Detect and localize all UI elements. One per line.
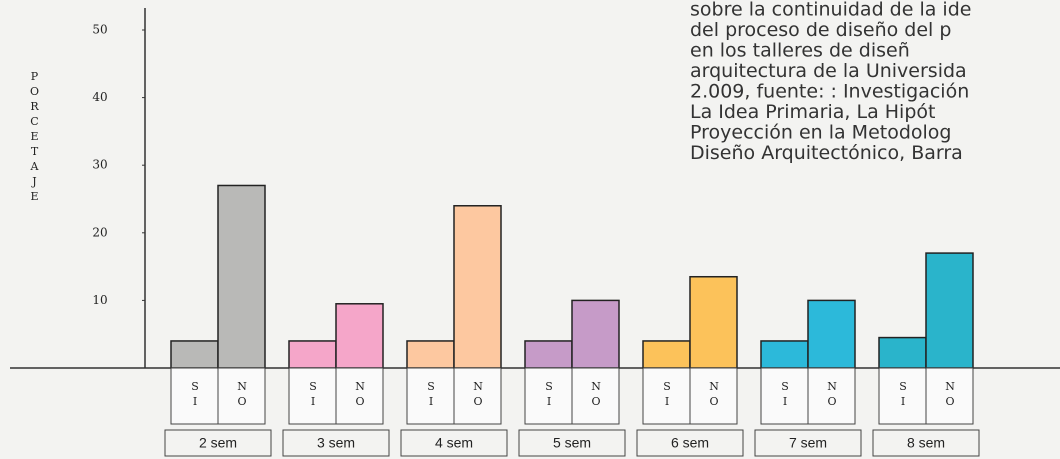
y-axis-label: PORCETAJE (28, 70, 41, 205)
series-box (335, 367, 384, 425)
x-tick-label: 4 sem (435, 435, 473, 451)
category-box (518, 429, 626, 457)
x-tick-label: 3 sem (317, 435, 355, 451)
legend-label: NO (472, 380, 485, 410)
bar (642, 340, 691, 369)
legend-label: SI (307, 380, 320, 410)
annotation-line: del proceso de diseño del p (690, 19, 951, 41)
bar (925, 252, 974, 369)
x-tick-label: 2 sem (199, 435, 237, 451)
bar (217, 184, 266, 369)
annotation-line: La Idea Primaria, La Hipót (690, 101, 935, 123)
legend-label: SI (543, 380, 556, 410)
annotation-line: arquitectura de la Universida (690, 60, 967, 82)
bar (689, 275, 738, 369)
bar (288, 340, 337, 369)
bar (170, 340, 219, 369)
legend-label: NO (354, 380, 367, 410)
category-box (872, 429, 980, 457)
category-box (282, 429, 390, 457)
y-tick-label: 30 (92, 158, 107, 172)
series-box (217, 367, 266, 425)
category-box (164, 429, 272, 457)
series-box (571, 367, 620, 425)
category-box (754, 429, 862, 457)
annotation-line: sobre la continuidad de la ide (690, 0, 971, 21)
bar (807, 299, 856, 369)
legend-label: NO (826, 380, 839, 410)
legend-label: SI (661, 380, 674, 410)
series-box (760, 367, 809, 425)
y-tick-label: 20 (92, 225, 107, 239)
bar (453, 205, 502, 369)
series-box (288, 367, 337, 425)
legend-label: SI (779, 380, 792, 410)
legend-label: SI (189, 380, 202, 410)
x-tick-label: 8 sem (907, 435, 945, 451)
x-tick-label: 6 sem (671, 435, 709, 451)
bar (760, 340, 809, 369)
legend-label: SI (425, 380, 438, 410)
y-tick-label: 10 (92, 293, 107, 307)
bar (571, 299, 620, 369)
x-tick-label: 5 sem (553, 435, 591, 451)
y-tick-label: 40 (92, 90, 107, 104)
bar (524, 340, 573, 369)
bar (335, 303, 384, 369)
annotation-line: 2.009, fuente: : Investigación (690, 81, 969, 103)
series-box (453, 367, 502, 425)
series-box (925, 367, 974, 425)
series-box (170, 367, 219, 425)
y-tick-label: 50 (92, 23, 107, 37)
annotation-line: en los talleres de diseñ (690, 40, 910, 62)
legend-label: NO (944, 380, 957, 410)
legend-label: NO (708, 380, 721, 410)
annotation-line: Proyección en la Metodolog (690, 122, 952, 144)
series-box (807, 367, 856, 425)
series-box (878, 367, 927, 425)
legend-label: SI (897, 380, 910, 410)
category-box (636, 429, 744, 457)
legend-label: NO (590, 380, 603, 410)
category-box (400, 429, 508, 457)
x-tick-label: 7 sem (789, 435, 827, 451)
series-box (524, 367, 573, 425)
bar (406, 340, 455, 369)
annotation-line: Diseño Arquitectónico, Barra (690, 142, 963, 164)
series-box (689, 367, 738, 425)
bar (878, 336, 927, 369)
legend-label: NO (236, 380, 249, 410)
